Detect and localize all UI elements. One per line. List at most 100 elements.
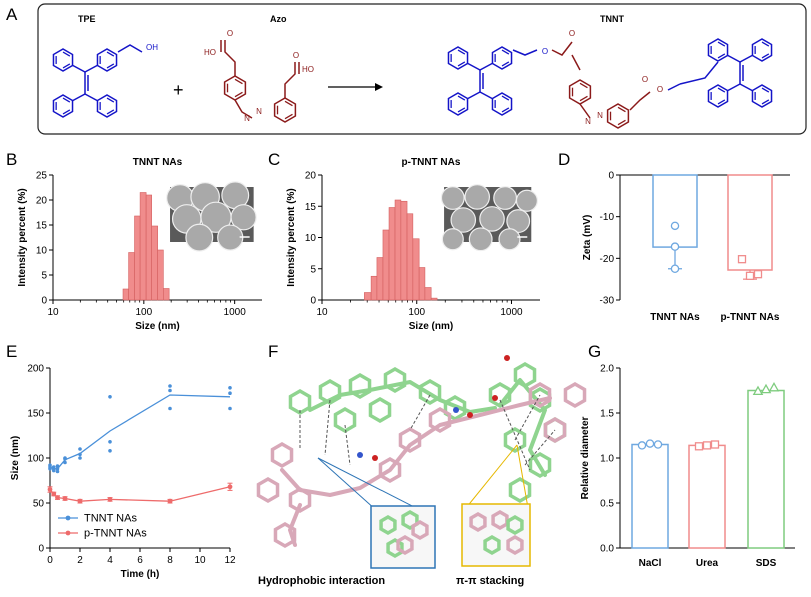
histogram-bar: [139, 192, 147, 301]
sem-particle: [230, 204, 257, 231]
chart-e: 0 50 100 150 200 0 2 4 6 8 10 12 Size (nm) Time (h) TN…: [10, 364, 236, 581]
atom-label: O: [227, 29, 233, 38]
stick-ring: [396, 534, 414, 556]
chemical-bond: [551, 41, 573, 56]
atom-label: HO: [204, 48, 216, 57]
aromatic-bond: [501, 95, 510, 101]
aromatic-bond: [761, 99, 770, 105]
panel-f: F Hydrophobic interaction π-π stacking: [256, 342, 587, 587]
atom-label: O: [642, 75, 648, 84]
data-point: [55, 495, 60, 500]
benzene-ring: [52, 48, 74, 72]
stick-ring: [348, 372, 372, 400]
data-point: [167, 498, 173, 504]
replicate-point: [55, 464, 60, 468]
stick-ring: [270, 441, 294, 469]
legend-marker: [65, 515, 71, 521]
chemical-bond: [284, 62, 296, 98]
stick-ring: [379, 514, 397, 536]
replicate-point: [745, 271, 755, 280]
interaction-line: [524, 429, 556, 466]
y-tick-label: 150: [27, 409, 44, 420]
x-tick-label: 10: [316, 307, 328, 318]
stick-ring: [383, 366, 407, 394]
histogram-bar: [128, 252, 135, 301]
histogram-bar: [364, 292, 372, 301]
stick-ring: [506, 534, 524, 556]
y-tick-label: 5: [310, 264, 316, 275]
benzene-ring: [96, 48, 118, 72]
y-tick-label: 50: [33, 499, 45, 510]
aromatic-bond: [106, 109, 115, 115]
aromatic-bond: [717, 41, 726, 47]
histogram-bar: [134, 215, 141, 301]
panel-e-letter: E: [6, 342, 17, 361]
replicate-point: [108, 440, 112, 444]
aromatic-bond: [106, 51, 115, 57]
tpe-molecule: OH: [52, 43, 158, 118]
series-line: [49, 486, 231, 502]
replicate-point: [737, 255, 747, 264]
panel-d-letter: D: [558, 150, 570, 169]
atom-sphere: [504, 355, 510, 361]
atom-label: OH: [146, 43, 158, 52]
chemical-bond: [84, 64, 99, 73]
y-tick-label: 0: [310, 296, 316, 307]
stick-ring: [256, 476, 280, 504]
panel-b: B 0 5 10 15 20 25 10 100 1000 Intensity percent (…: [6, 150, 262, 332]
replicate-point: [55, 467, 60, 471]
series-line: [49, 394, 231, 470]
atom-label: O: [293, 51, 299, 60]
zoom-pointer-line: [317, 457, 421, 511]
stick-ring: [483, 534, 501, 556]
replicate-point: [653, 440, 663, 449]
x-tick-label: 0: [47, 555, 53, 566]
interaction-line: [499, 399, 531, 471]
x-tick-label: 6: [137, 555, 143, 566]
stick-ring: [398, 426, 422, 454]
histogram-bar: [145, 194, 152, 301]
chemical-bond: [726, 83, 741, 92]
label-hydrophobic-interaction: Hydrophobic interaction: [258, 575, 385, 587]
x-tick-label: 1000: [224, 307, 247, 318]
replicate-point: [63, 457, 67, 461]
benzene-ring: [606, 103, 630, 129]
panel-a-frame: [37, 3, 807, 135]
legend-marker: [65, 530, 71, 536]
y-axis-label: Intensity percent (%): [17, 188, 28, 286]
replicate-point: [753, 270, 763, 279]
aromatic-bond: [717, 87, 726, 93]
y-tick-label: 1.5: [600, 409, 614, 420]
category-label: SDS: [756, 558, 777, 569]
atom-label: N: [597, 111, 603, 120]
stick-ring: [273, 521, 297, 549]
chemical-bond: [739, 83, 754, 92]
chemical-bond: [224, 40, 236, 76]
sem-particle: [493, 186, 518, 210]
replicate-point: [168, 384, 172, 388]
chemical-bond: [71, 93, 86, 102]
aromatic-bond: [284, 100, 293, 107]
tnnt-label: TNNT: [600, 14, 624, 24]
chemical-bond: [479, 91, 494, 100]
atom-label: N: [585, 117, 591, 126]
panel-c-letter: C: [268, 150, 280, 169]
category-label: NaCl: [639, 558, 662, 569]
chart-title: p-TNNT NAs: [402, 157, 461, 168]
aromatic-bond: [761, 53, 770, 59]
y-tick-label: 0: [38, 544, 44, 555]
aromatic-bond: [717, 53, 726, 59]
replicate-point: [670, 221, 680, 231]
chemical-bond: [84, 93, 99, 102]
x-tick-label: 100: [408, 307, 425, 318]
chart-g: 0.0 0.5 1.0 1.5 2.0 Relative diameter NaCl Urea…: [580, 364, 795, 569]
y-tick-label: 15: [36, 221, 48, 232]
zeta-bar: [652, 174, 698, 248]
replicate-point: [108, 449, 112, 453]
sem-particle: [468, 227, 493, 252]
y-tick-label: -30: [600, 296, 615, 307]
y-axis-label: Intensity percent (%): [286, 188, 297, 286]
aromatic-bond: [62, 109, 71, 115]
